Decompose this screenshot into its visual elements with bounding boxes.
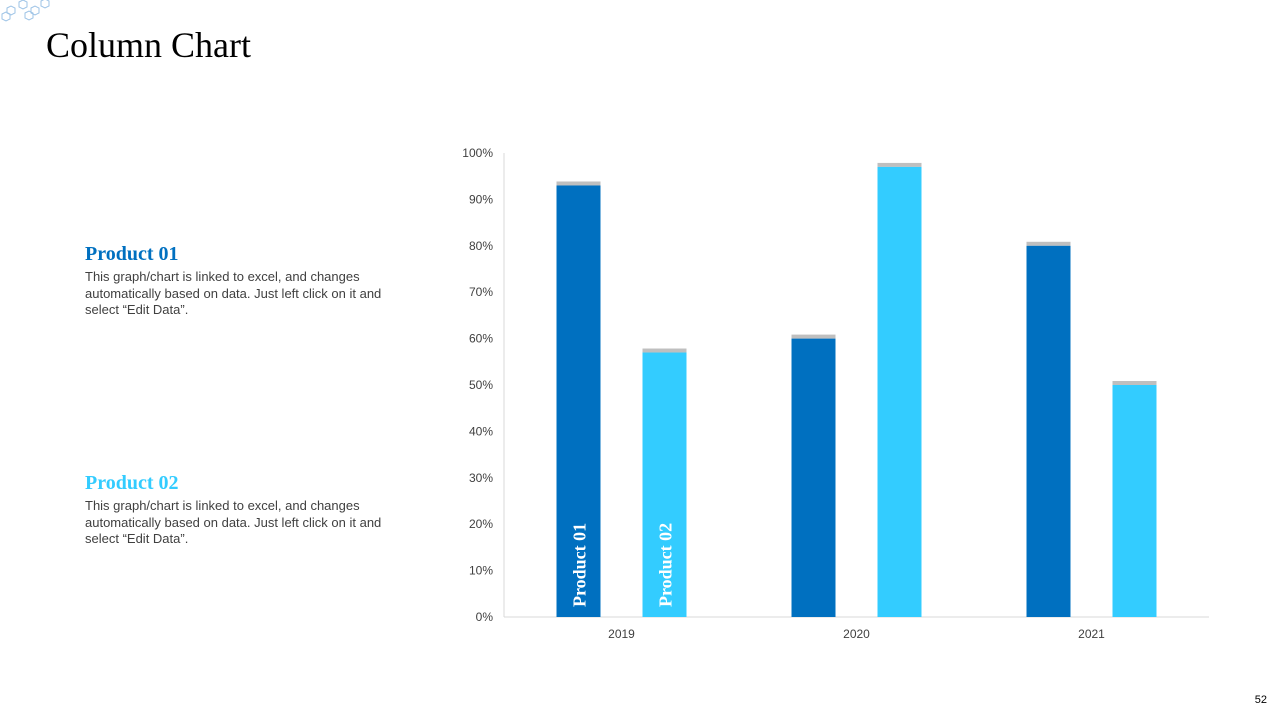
bar-shadow (1112, 381, 1157, 385)
y-tick-label: 30% (469, 471, 493, 485)
legend-description-product-02: This graph/chart is linked to excel, and… (85, 498, 382, 546)
bar-shadow (877, 162, 922, 167)
bar-product-02-2021 (1112, 385, 1157, 617)
page-number: 52 (1254, 694, 1267, 706)
bar-shadow (642, 348, 687, 353)
y-tick-label: 70% (469, 285, 493, 299)
y-tick-label: 100% (462, 146, 493, 160)
y-tick-label: 50% (469, 378, 493, 392)
bar-product-02-2020 (877, 166, 922, 618)
bar-product-01-2021 (1026, 245, 1071, 618)
bar-shadow (791, 334, 836, 339)
legend-title-product-01: Product 01 (85, 243, 179, 265)
bar-shadow (556, 181, 601, 186)
y-tick-label: 80% (469, 239, 493, 253)
x-tick-label: 2019 (608, 627, 635, 641)
legend-description-product-01: This graph/chart is linked to excel, and… (85, 269, 382, 317)
bar-shadow (1026, 241, 1071, 246)
legend-product-01: Product 01 This graph/chart is linked to… (85, 243, 395, 319)
bar-product-02-2019 (642, 352, 687, 617)
legend-title-product-02: Product 02 (85, 472, 179, 494)
series-label-product-02: Product 02 (656, 523, 676, 607)
x-tick-label: 2021 (1078, 627, 1105, 641)
series-label-product-01: Product 01 (570, 523, 590, 607)
hexagon-decoration-icon (1, 0, 50, 22)
bar-product-01-2019 (556, 185, 601, 618)
bar-product-01-2020 (791, 338, 836, 617)
y-tick-label: 0% (476, 610, 494, 624)
x-tick-label: 2020 (843, 627, 870, 641)
y-tick-label: 90% (469, 192, 493, 206)
y-tick-label: 40% (469, 424, 493, 438)
legend-product-02: Product 02 This graph/chart is linked to… (85, 472, 395, 548)
page-title: Column Chart (46, 25, 251, 65)
y-tick-label: 20% (469, 517, 493, 531)
y-tick-label: 60% (469, 332, 493, 346)
y-tick-label: 10% (469, 564, 493, 578)
